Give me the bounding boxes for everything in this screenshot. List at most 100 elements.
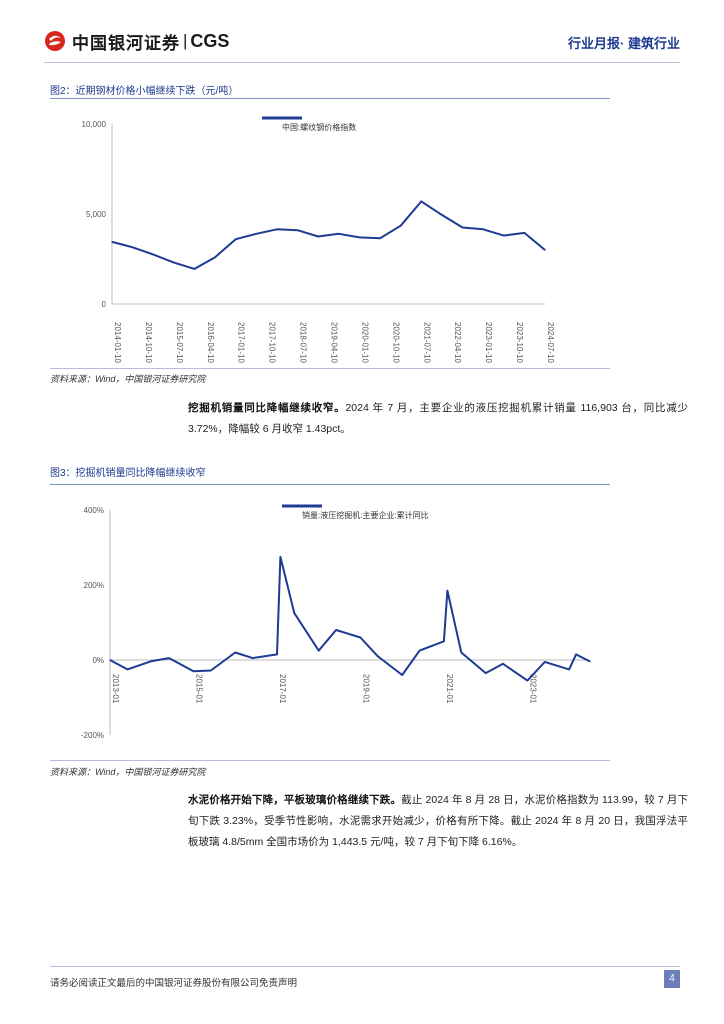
data-point (575, 653, 577, 655)
figure2-title: 图2：近期钢材价格小幅继续下跌（元/吨） (50, 86, 239, 97)
logo-separator: | (183, 31, 188, 50)
data-point (485, 672, 487, 674)
footer-divider (50, 966, 680, 967)
data-point (318, 650, 320, 652)
data-point (168, 657, 170, 659)
data-point (173, 262, 175, 264)
x-tick-label: 2015-07-10 (175, 322, 184, 363)
data-point (523, 232, 525, 234)
data-point (358, 236, 361, 238)
series-line (111, 200, 546, 270)
page-number: 4 (664, 970, 680, 988)
figure3-source: 资料来源：Wind，中国银河证券研究院 (50, 767, 206, 777)
data-point (317, 235, 319, 238)
data-point (276, 228, 278, 230)
y-tick-label: 0 (102, 300, 107, 309)
report-type-label: 行业月报· 建筑行业 (568, 36, 680, 51)
data-point (152, 253, 154, 256)
data-point (192, 670, 195, 672)
footer-disclaimer: 请务必阅读正文最后的中国银河证券股份有限公司免责声明 (50, 978, 298, 989)
x-tick-label: 2020-01-10 (360, 322, 369, 363)
data-point (482, 228, 484, 230)
x-tick-label: 2021-07-10 (422, 322, 431, 363)
figure2-title-rule (50, 98, 610, 99)
figure2-bottom-rule (50, 368, 610, 369)
data-point (234, 651, 236, 654)
y-tick-label: 400% (84, 506, 104, 515)
x-tick-label: 2019-04-10 (330, 322, 339, 363)
x-tick-label: 2017-01-10 (237, 322, 246, 363)
data-point (252, 657, 254, 659)
y-tick-label: 200% (84, 581, 104, 590)
x-tick-label: 2022-04-10 (453, 322, 462, 363)
logo-english-name: CGS (190, 30, 230, 51)
x-tick-label: 2019-01 (361, 674, 370, 704)
data-point (544, 249, 546, 251)
legend-label: 中国:螺纹钢价格指数 (282, 122, 356, 132)
data-point (132, 246, 134, 248)
figure3-title: 图3：挖掘机销量同比降幅继续收窄 (50, 468, 206, 479)
x-tick-label: 2017-01 (278, 674, 287, 704)
data-point (151, 660, 153, 662)
data-point (210, 669, 212, 672)
figure3-chart: 400% 200% 0% -200% 2013-01 2015-01 2017-01 2019… (81, 504, 591, 740)
data-point (359, 636, 362, 639)
data-point (503, 235, 505, 237)
data-point (443, 640, 445, 642)
paragraph-cement-heading: 水泥价格开始下降，平板玻璃价格继续下跌。 (188, 794, 402, 806)
x-tick-label: 2023-01 (528, 674, 537, 704)
data-point (460, 651, 462, 654)
paragraph-cement-glass: 水泥价格开始下降，平板玻璃价格继续下跌。截止 2024 年 8 月 28 日，水… (188, 790, 688, 853)
data-point (589, 660, 591, 663)
cgs-logo-icon (45, 31, 65, 51)
brand-logo: 中国银河证券 | CGS (44, 30, 230, 53)
data-point (379, 237, 381, 239)
y-tick-label: -200% (81, 731, 104, 740)
figure3-bottom-rule (50, 760, 610, 761)
legend-label: 销量:液压挖掘机:主要企业:累计同比 (302, 510, 429, 520)
data-point (279, 556, 282, 558)
figure2-chart: 10,000 5,000 0 2014-01-10 2014-10-10 2015-07-… (82, 116, 555, 363)
paragraph-excavator-heading: 挖掘机销量同比降幅继续收窄。 (188, 402, 346, 414)
paragraph-excavator-body: 2024 年 7 月，主要企业的液压挖掘机累计销量 116,903 台，同比减少… (188, 402, 689, 435)
data-point (296, 229, 299, 231)
x-tick-label: 2013-01 (111, 674, 120, 704)
data-point (214, 256, 216, 258)
data-point (502, 663, 504, 665)
data-point (420, 200, 422, 202)
data-point (544, 661, 546, 663)
figure3-title-rule (50, 484, 610, 485)
series-line (109, 555, 591, 682)
x-tick-label: 2023-01-10 (484, 322, 493, 363)
data-point (111, 241, 113, 243)
data-point (377, 655, 379, 657)
x-tick-label: 2020-10-10 (391, 322, 400, 363)
x-tick-label: 2021-01 (445, 674, 454, 704)
x-tick-label: 2014-10-10 (144, 322, 153, 363)
paragraph-cement-body: 截止 2024 年 8 月 28 日，水泥价格指数为 113.99，较 7 月下… (188, 794, 688, 848)
y-tick-label: 10,000 (82, 120, 107, 129)
data-point (568, 668, 570, 670)
y-tick-label: 5,000 (86, 210, 107, 219)
data-point (400, 225, 402, 227)
data-point (193, 268, 196, 270)
x-tick-label: 2017-10-10 (268, 322, 277, 363)
data-point (418, 650, 421, 652)
x-tick-label: 2014-01-10 (113, 322, 122, 363)
data-point (461, 226, 464, 229)
data-point (255, 233, 257, 235)
data-point (401, 674, 403, 676)
x-tick-label: 2018-07-10 (299, 322, 308, 363)
logo-chinese-name: 中国银河证券 (72, 33, 180, 53)
data-point (526, 680, 528, 682)
data-point (276, 653, 278, 655)
x-tick-label: 2015-01 (194, 674, 203, 704)
data-point (235, 238, 237, 240)
data-point (126, 668, 128, 670)
data-point (338, 233, 340, 235)
data-point (446, 590, 448, 592)
header-divider (44, 62, 680, 63)
data-point (293, 612, 295, 614)
figure2-source: 资料来源：Wind，中国银河证券研究院 (50, 374, 206, 384)
data-point (335, 629, 337, 631)
